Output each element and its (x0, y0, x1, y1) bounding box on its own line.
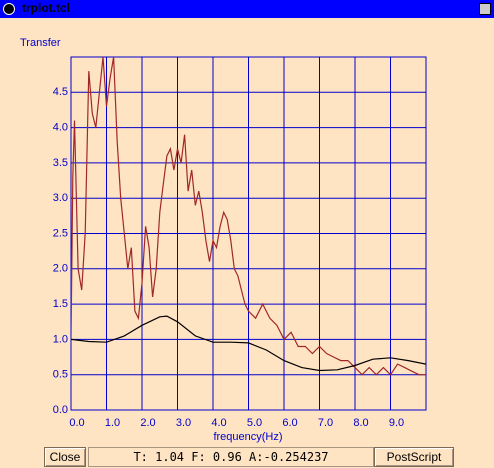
chart: Transfer frequency(Hz) 0.0 1.0 2.0 3.0 4.0 5.… (20, 37, 427, 443)
y-tick-label: 3.0 (53, 192, 68, 204)
x-tick-label: 5.0 (247, 417, 262, 429)
title-bar: trplot.tcl (0, 0, 494, 18)
maximize-icon[interactable] (479, 3, 491, 15)
window-title: trplot.tcl (22, 1, 70, 15)
status-field: T: 1.04 F: 0.96 A:-0.254237 (88, 447, 374, 467)
y-tick-label: 2.5 (53, 227, 68, 239)
y-tick-label: 4.0 (53, 122, 68, 134)
x-tick-label: 9.0 (389, 417, 404, 429)
line-series (71, 57, 426, 376)
x-tick-label: 2.0 (140, 417, 155, 429)
plot-area (71, 57, 426, 376)
y-tick-label: 1.5 (53, 298, 68, 310)
y-tick-label: 0.5 (53, 369, 68, 381)
y-tick-label: 0.0 (53, 404, 68, 416)
y-tick-label: 4.5 (53, 86, 68, 98)
x-axis-label: frequency(Hz) (213, 431, 282, 443)
window-menu-icon[interactable] (3, 3, 15, 15)
y-tick-label: 1.0 (53, 333, 68, 345)
x-tick-label: 0.0 (69, 417, 84, 429)
x-tick-label: 4.0 (211, 417, 226, 429)
x-tick-label: 1.0 (105, 417, 120, 429)
y-tick-label: 2.0 (53, 263, 68, 275)
close-button[interactable]: Close (44, 447, 86, 467)
x-tick-label: 7.0 (318, 417, 333, 429)
x-tick-label: 6.0 (282, 417, 297, 429)
y-tick-label: 3.5 (53, 157, 68, 169)
line-series (71, 315, 426, 372)
y-axis-label: Transfer (20, 37, 61, 49)
postscript-button[interactable]: PostScript (374, 447, 454, 467)
x-tick-label: 3.0 (176, 417, 191, 429)
x-tick-label: 8.0 (353, 417, 368, 429)
